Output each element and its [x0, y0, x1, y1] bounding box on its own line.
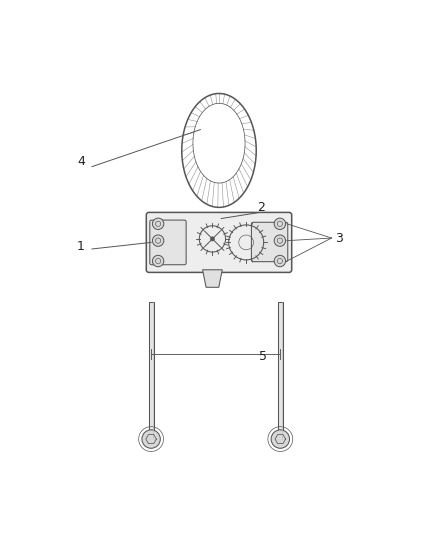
- Text: 4: 4: [77, 155, 85, 168]
- Circle shape: [271, 430, 290, 448]
- FancyBboxPatch shape: [150, 220, 186, 265]
- Polygon shape: [278, 302, 283, 439]
- Text: 2: 2: [257, 201, 265, 214]
- Circle shape: [142, 430, 160, 448]
- Text: 5: 5: [259, 350, 267, 363]
- Polygon shape: [202, 270, 222, 287]
- Text: 3: 3: [336, 231, 343, 245]
- Circle shape: [152, 255, 164, 266]
- Text: 1: 1: [77, 240, 85, 253]
- Polygon shape: [148, 302, 153, 439]
- Circle shape: [210, 237, 215, 241]
- Circle shape: [274, 218, 286, 230]
- Circle shape: [274, 235, 286, 246]
- FancyBboxPatch shape: [251, 222, 288, 262]
- Circle shape: [152, 218, 164, 230]
- Circle shape: [274, 255, 286, 266]
- FancyBboxPatch shape: [146, 213, 292, 272]
- Circle shape: [152, 235, 164, 246]
